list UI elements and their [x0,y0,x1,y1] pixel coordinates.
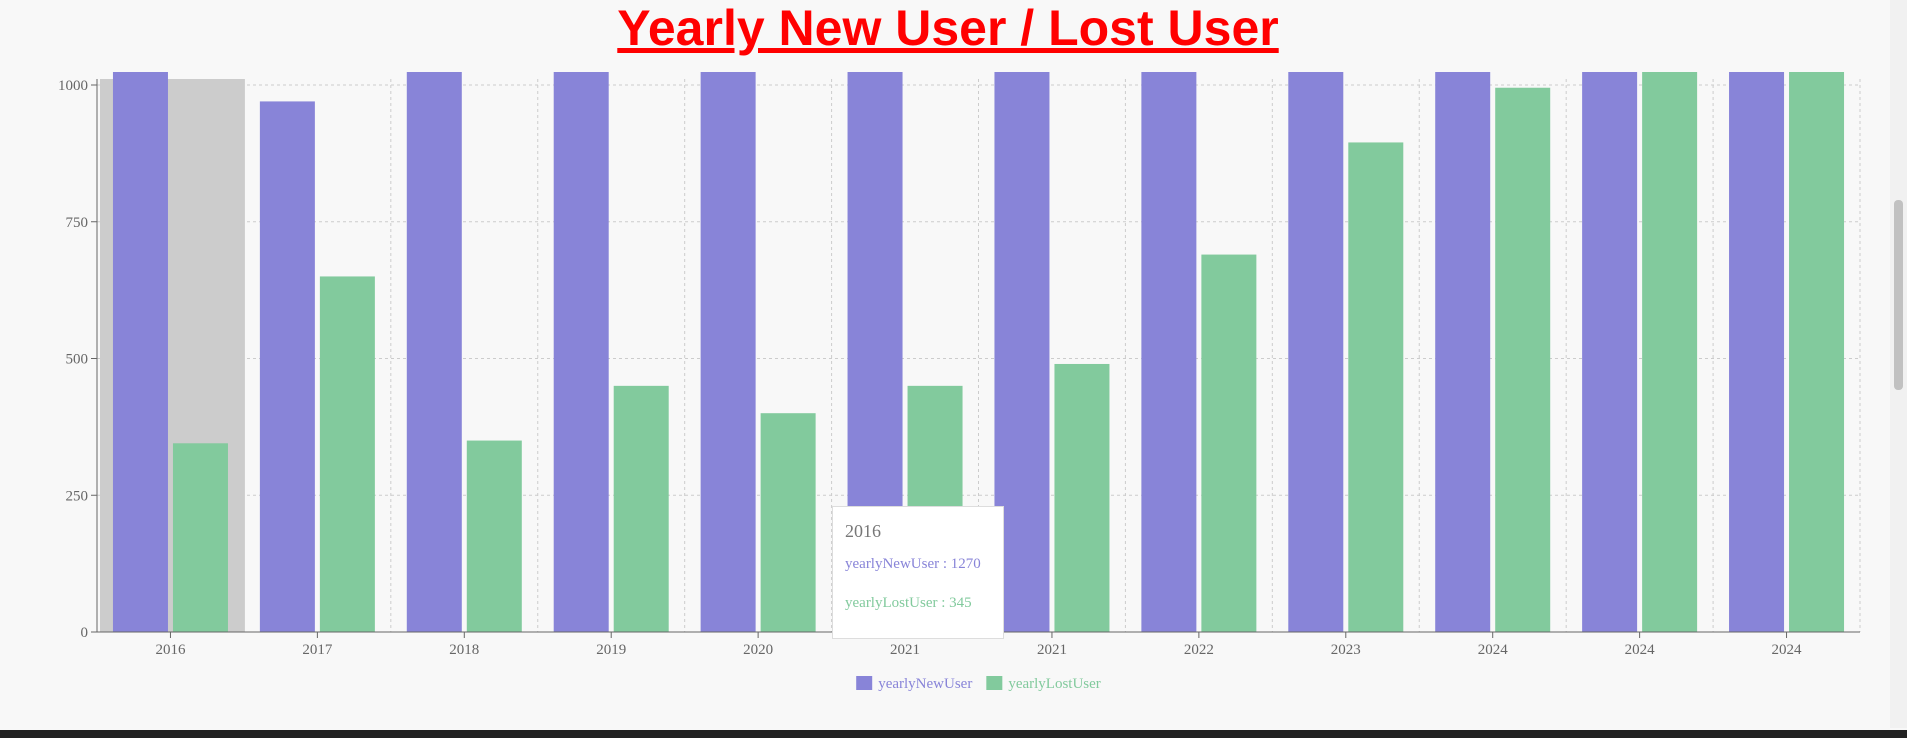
bar [1201,254,1257,632]
bar [1495,87,1551,633]
legend-item: yearlyNewUser [856,676,972,692]
bar [1642,72,1698,633]
x-tick-label: 2020 [743,642,773,658]
legend-swatch [986,676,1003,690]
scrollbar[interactable] [1890,0,1907,728]
tooltip-title: 2016 [845,521,991,542]
bar [760,413,816,632]
tooltip-value: 1270 [950,556,981,572]
x-tick-label: 2023 [1331,642,1361,658]
x-tick-label: 2017 [302,642,333,658]
x-tick-label: 2024 [1478,642,1509,658]
tooltip-category: 2016 [845,521,881,541]
tooltip: 2016 yearlyNewUser : 1270 yearlyLostUser :… [832,506,1004,639]
scrollbar-thumb[interactable] [1894,200,1903,390]
bar [1789,72,1845,633]
legend: yearlyNewUser yearlyLostUser [856,676,1101,692]
bars [112,72,1845,633]
tooltip-name: yearlyNewUser [845,556,940,572]
tooltip-item: yearlyNewUser : 1270 [845,556,991,573]
x-tick-label: 2016 [155,642,186,658]
x-tick-label: 2019 [596,642,626,658]
x-tick-label: 2021 [890,642,920,658]
axes: 0 250 500 750 1000 2016 2017 2018 2019 2020 2021 20… [58,78,1860,658]
bar [613,385,669,632]
bar [1288,72,1344,632]
legend-label: yearlyLostUser [1008,676,1100,692]
x-tick-label: 2021 [1037,642,1067,658]
bar [1141,72,1197,633]
bar [1348,142,1404,632]
legend-label: yearlyNewUser [878,676,972,692]
legend-item: yearlyLostUser [986,676,1101,692]
y-tick-label: 250 [66,488,89,504]
bar [466,440,522,632]
x-tick-label: 2022 [1184,642,1214,658]
bar [1729,72,1785,632]
y-tick-label: 500 [66,352,89,368]
bar [1054,363,1110,632]
legend-swatch [856,676,873,690]
tooltip-item: yearlyLostUser : 345 [845,595,991,612]
tooltip-value: 345 [949,595,972,611]
bar [406,72,462,633]
x-tick-label: 2018 [449,642,479,658]
bar [259,101,315,632]
bar [553,72,609,632]
taskbar [0,730,1907,738]
bar [1435,72,1491,633]
chart-title: Yearly New User / Lost User [617,0,1278,56]
tooltip-separator: : [939,556,951,572]
bar [112,72,168,633]
tooltip-separator: : [937,595,950,611]
y-tick-label: 1000 [58,78,88,94]
bar [1582,72,1638,632]
tooltip-name: yearlyLostUser [845,595,938,611]
y-tick-label: 0 [81,625,89,641]
x-tick-label: 2024 [1625,642,1656,658]
bar [319,276,375,632]
y-tick-label: 750 [66,215,89,231]
x-tick-label: 2024 [1772,642,1803,658]
bar [172,443,228,632]
bar [700,72,756,633]
